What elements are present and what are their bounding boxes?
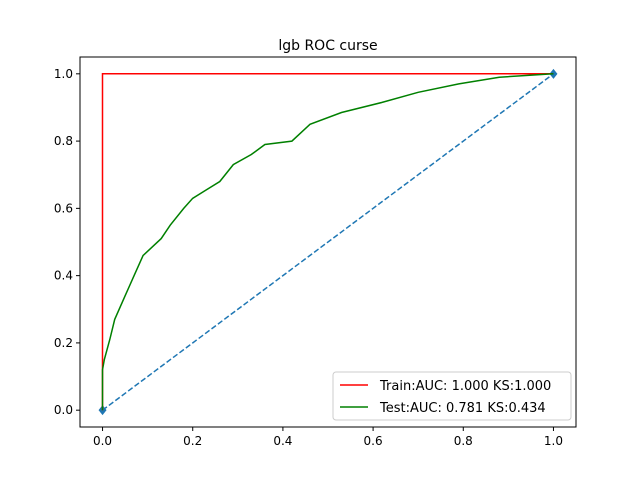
legend-box	[332, 371, 572, 421]
chart-title: lgb ROC curse	[278, 38, 377, 54]
series-line-0	[101, 73, 554, 411]
y-tick-label: 0.4	[54, 269, 73, 283]
y-tick-label: 0.2	[54, 336, 73, 350]
x-tick-label: 0.0	[93, 434, 112, 448]
plot-area	[98, 68, 558, 416]
axes-frame	[79, 56, 577, 428]
y-tick-label: 1.0	[54, 67, 73, 81]
x-tick-label: 0.8	[454, 434, 473, 448]
legend: Train:AUC: 1.000 KS:1.000 Test:AUC: 0.78…	[332, 371, 572, 421]
x-tick-label: 1.0	[544, 434, 563, 448]
series-line-2	[102, 73, 554, 411]
series-line-1	[101, 73, 554, 411]
y-tick-label: 0.6	[54, 201, 73, 215]
y-tick-label: 0.0	[54, 403, 73, 417]
legend-label-test: Test:AUC: 0.781 KS:0.434	[379, 401, 546, 416]
x-tick-label: 0.6	[364, 434, 383, 448]
y-tick-label: 0.8	[54, 134, 73, 148]
legend-label-train: Train:AUC: 1.000 KS:1.000	[379, 379, 551, 394]
x-tick-label: 0.4	[273, 434, 292, 448]
x-tick-label: 0.2	[183, 434, 202, 448]
ticks: 0.0 0.2 0.4 0.6 0.8 1.0 0.0 0.2 0.4 0.6 0.8 1.0	[54, 67, 563, 448]
